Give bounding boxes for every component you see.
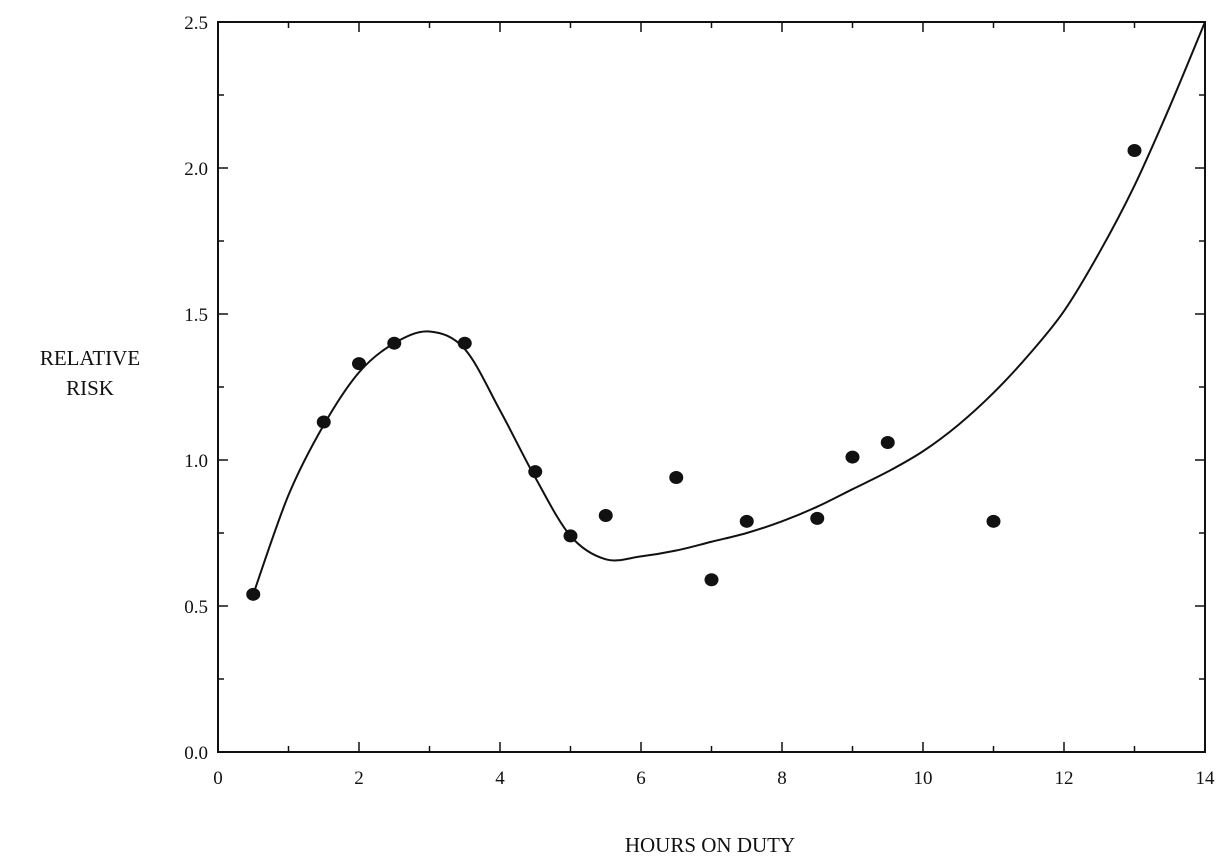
y-tick-label: 1.5 <box>184 305 208 326</box>
data-point <box>704 573 719 587</box>
data-point <box>387 336 402 350</box>
fitted-curve <box>252 21 1206 595</box>
data-point <box>316 415 331 429</box>
data-point <box>598 508 613 522</box>
x-tick-label: 2 <box>354 768 364 789</box>
x-tick-label: 4 <box>495 768 505 789</box>
data-point <box>352 357 366 371</box>
x-tick-label: 12 <box>1055 768 1074 789</box>
y-tick-label: 2.5 <box>184 13 208 34</box>
data-point <box>880 435 895 449</box>
y-axis-title-line-1: RELATIVE <box>40 346 140 370</box>
x-tick-label: 8 <box>777 768 787 789</box>
y-tick-label: 0.5 <box>184 597 208 618</box>
x-tick-label: 14 <box>1196 768 1216 789</box>
data-point <box>457 336 472 350</box>
data-point <box>986 514 1001 528</box>
data-point <box>1127 143 1142 157</box>
data-points-group <box>246 143 1142 601</box>
y-tick-label: 2.0 <box>184 159 208 180</box>
data-point <box>528 465 543 479</box>
data-point <box>246 587 261 601</box>
x-tick-label: 0 <box>213 768 223 789</box>
data-point <box>810 511 825 525</box>
plot-frame <box>217 21 1206 753</box>
data-point <box>669 471 684 485</box>
y-tick-label: 0.0 <box>184 743 208 764</box>
data-point <box>739 514 754 528</box>
axis-ticks-group: 0 2 4 6 8 10 12 14 0.0 0.5 1.0 1.5 2.0 2.5 <box>184 13 1215 789</box>
data-point <box>845 450 860 464</box>
y-tick-label: 1.0 <box>184 451 208 472</box>
x-tick-label: 10 <box>914 768 933 789</box>
plot-frame-group <box>217 21 1206 753</box>
data-point <box>563 529 578 543</box>
x-tick-label: 6 <box>636 768 646 789</box>
fitted-curve-group <box>252 21 1206 595</box>
y-axis-title-line-2: RISK <box>66 376 114 400</box>
x-axis-title: HOURS ON DUTY <box>625 833 795 857</box>
